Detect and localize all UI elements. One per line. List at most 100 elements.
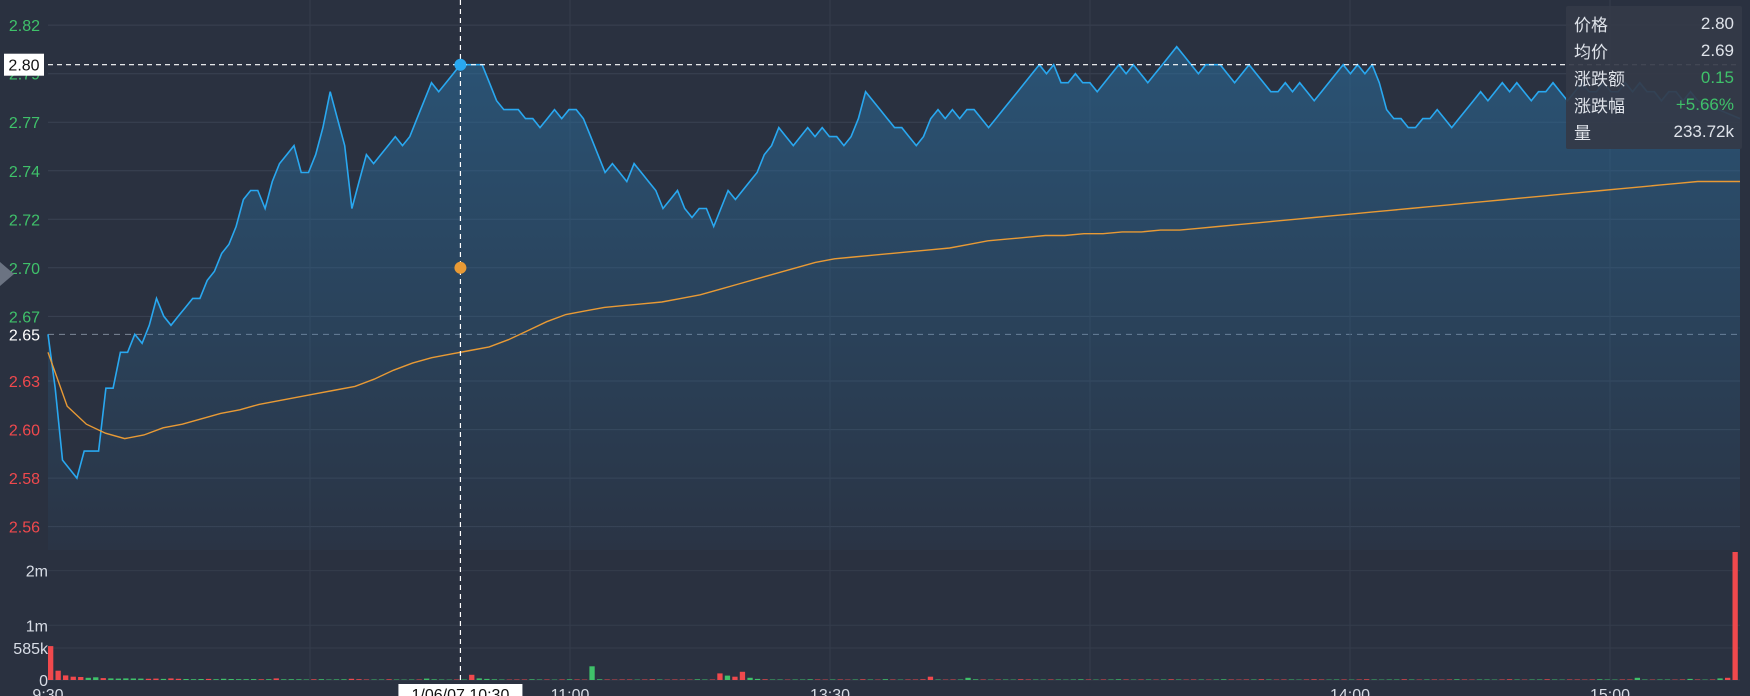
y-tick-label: 2.70 [9, 261, 40, 278]
y-tick-label: 2.72 [9, 212, 40, 229]
volume-bar [469, 674, 475, 680]
info-value: 2.80 [1700, 13, 1734, 33]
volume-bar [1476, 679, 1483, 680]
volume-bar [1258, 679, 1264, 680]
volume-bar [1642, 679, 1648, 680]
volume-bar [78, 677, 84, 680]
crosshair: 2.80 1/06/07 10:30 [4, 0, 1740, 696]
volume-bar [221, 678, 227, 680]
volume-bar [830, 679, 836, 680]
volume-bar [1018, 679, 1024, 680]
volume-bar [860, 679, 866, 680]
volume-bar [777, 679, 783, 680]
volume-bar [93, 677, 99, 680]
volume-bar [100, 678, 106, 680]
volume-bar [544, 679, 550, 680]
volume-bar [709, 679, 716, 680]
volume-bar [1371, 679, 1377, 680]
info-row-avg: 均价 2.69 [1574, 37, 1734, 64]
volume-bar [800, 679, 806, 680]
volume-bar [1574, 679, 1580, 680]
volume-bar [1364, 679, 1370, 680]
volume-bar [1266, 679, 1272, 680]
y-axis: 2.822.792.772.742.722.702.672.652.632.60… [9, 18, 49, 690]
info-row-price: 价格 2.80 [1574, 10, 1734, 37]
volume-bar [769, 679, 776, 680]
volume-bar [702, 679, 708, 680]
volume-bar [356, 679, 362, 680]
volume-bar [1627, 679, 1633, 680]
volume-bar [168, 678, 174, 680]
x-tick-label: 11:00 [551, 687, 590, 696]
x-tick-label: 13:30 [810, 687, 850, 696]
info-label: 量 [1574, 124, 1591, 144]
left-arrow-icon[interactable] [0, 262, 14, 286]
volume-bar [175, 678, 182, 680]
crosshair-x-box [398, 684, 523, 696]
volume-bar [1341, 679, 1347, 680]
volume-bar [905, 679, 911, 680]
info-label: 均价 [1574, 43, 1608, 63]
volume-bar [927, 676, 934, 680]
volume-tick-label: 585k [13, 641, 49, 658]
volume-bar [762, 679, 768, 680]
volume-bar [288, 679, 294, 680]
info-value: +5.66% [1675, 94, 1734, 114]
volume-bar [416, 679, 422, 680]
info-label: 涨跌幅 [1574, 97, 1625, 117]
crosshair-x-label: 1/06/07 10:30 [411, 687, 509, 696]
volume-bar [657, 679, 663, 680]
volume-bar [326, 679, 332, 680]
volume-bar [1115, 679, 1122, 680]
volume-bar [566, 679, 573, 680]
volume-bar [190, 679, 197, 680]
volume-bar [747, 677, 753, 680]
volume-bar [63, 675, 69, 680]
volume-tick-label: 0 [39, 673, 48, 690]
volume-bar [694, 679, 700, 680]
volume-bar [205, 678, 212, 680]
volume-bar [461, 679, 467, 680]
volume-bar [236, 679, 242, 680]
volume-bar [1228, 679, 1234, 680]
volume-bar [1499, 679, 1505, 680]
volume-bar [48, 646, 54, 680]
volume-bar [1514, 679, 1520, 680]
y-tick-label: 2.82 [9, 18, 40, 35]
volume-bar [1145, 679, 1152, 680]
volume-bar [536, 679, 543, 680]
volume-bar [882, 679, 888, 680]
volume-bar [386, 679, 392, 680]
volume-bar [807, 679, 813, 680]
y-tick-label: 2.77 [9, 115, 40, 132]
volume-bar [672, 679, 678, 680]
volume-bar [1025, 679, 1031, 680]
y-tick-label: 2.74 [9, 164, 40, 181]
average-price-line [47, 180, 1740, 440]
volume-bar [1597, 679, 1603, 680]
volume-bar [70, 676, 76, 680]
crosshair-y-label: 2.80 [8, 58, 39, 75]
series-lines [47, 45, 1741, 480]
volume-bar [649, 679, 655, 680]
volume-bar [559, 679, 565, 680]
volume-bar [1176, 679, 1182, 680]
volume-bar [1709, 679, 1716, 680]
volume-bar [1100, 679, 1107, 680]
volume-bar [1288, 679, 1295, 680]
volume-bar [454, 679, 460, 680]
volume-bar [1198, 679, 1204, 680]
volume-bar [439, 679, 445, 680]
volume-bar [1732, 552, 1738, 680]
volume-bar [1484, 679, 1490, 680]
volume-bar [1725, 677, 1731, 680]
volume-bar [153, 678, 159, 680]
volume-bar [1055, 679, 1061, 680]
volume-bar [1454, 679, 1460, 680]
volume-bar [130, 678, 136, 680]
volume-bar [243, 679, 249, 680]
volume-bar [266, 679, 272, 680]
volume-bar [1333, 679, 1340, 680]
